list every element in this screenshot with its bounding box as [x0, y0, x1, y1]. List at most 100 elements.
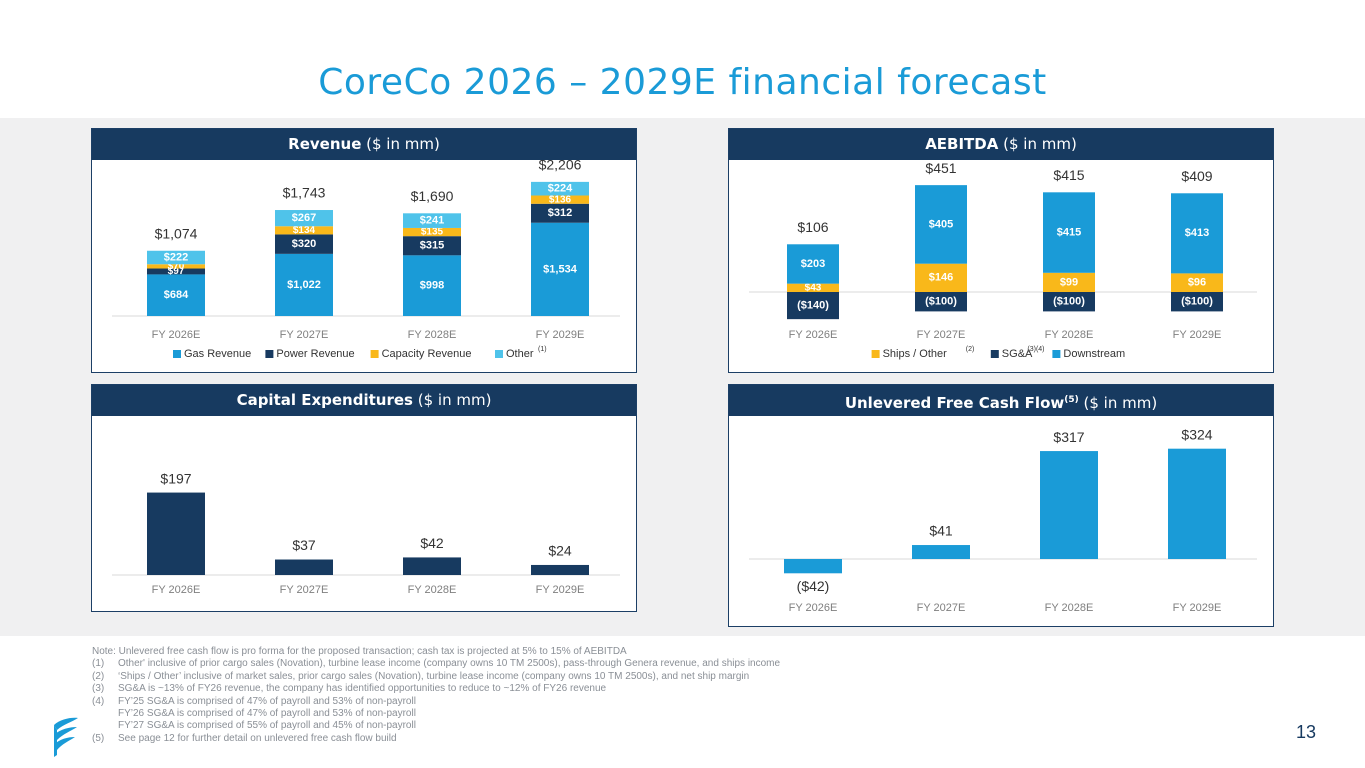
x-tick-label: FY 2027E [280, 584, 329, 596]
bar-value-label: $998 [420, 280, 444, 292]
bar-value-label: $317 [1053, 429, 1084, 445]
bar-downstream-segment [915, 185, 967, 264]
bar-value-label: $222 [164, 251, 188, 263]
footnote-text: SG&A is ~13% of FY26 revenue, the compan… [118, 683, 607, 695]
bar [912, 545, 970, 559]
bar-value-label: $43 [805, 282, 822, 293]
legend-swatch [370, 350, 379, 358]
bar-gas-revenue-segment [275, 253, 333, 316]
bar-sg-a-segment [787, 292, 839, 320]
bar-value-label: ($100) [925, 296, 957, 308]
bar-sg-a-segment [1043, 292, 1095, 312]
footnote-text: FY’26 SG&A is comprised of 47% of payrol… [118, 708, 416, 720]
legend-footnote: (1) [538, 346, 547, 353]
capex-title: Capital Expenditures [236, 391, 413, 409]
bar-total-label: $1,690 [411, 188, 454, 204]
bar-total-label: $1,074 [155, 225, 198, 241]
legend-footnote: (3)(4) [1027, 346, 1044, 353]
legend-footnote: (2) [966, 346, 975, 353]
bar-value-label: $24 [548, 543, 572, 559]
footnote-number: (3) [92, 683, 105, 695]
revenue-panel: Revenue ($ in mm) $684 $97 $70 $222 $1,074 FY… [91, 128, 637, 373]
aebitda-panel-header: AEBITDA ($ in mm) [729, 129, 1273, 160]
bar [784, 559, 842, 574]
footnote-item: (5) See page 12 for further detail on unl… [92, 733, 1092, 745]
bar-ships-other-segment [915, 263, 967, 292]
bar-sg-a-segment [915, 292, 967, 312]
legend-swatch [173, 350, 181, 358]
bar-total-label: $2,206 [539, 160, 582, 173]
bar-downstream-segment [1171, 193, 1223, 274]
legend-swatch [871, 350, 880, 358]
bar [1168, 448, 1226, 559]
bar-downstream-segment [1043, 192, 1095, 273]
legend-label: Power Revenue [276, 348, 354, 360]
footnote-item: FY’26 SG&A is comprised of 47% of payrol… [92, 708, 1092, 720]
x-tick-label: FY 2027E [917, 602, 966, 614]
x-tick-label: FY 2027E [280, 329, 329, 341]
bar-gas-revenue-segment [147, 274, 205, 316]
bar-other-segment [531, 181, 589, 196]
revenue-title: Revenue [288, 135, 362, 153]
bar-value-label: $241 [420, 215, 444, 227]
footnote-intro: Note: Unlevered free cash flow is pro fo… [92, 646, 627, 657]
bar [147, 492, 205, 575]
bar-capacity-revenue-segment [275, 226, 333, 235]
bar-value-label: $315 [420, 240, 444, 252]
aebitda-title: AEBITDA [925, 135, 999, 153]
footnotes: Note: Unlevered free cash flow is pro fo… [92, 646, 1092, 745]
bar-capacity-revenue-segment [531, 195, 589, 204]
bar [403, 557, 461, 575]
bar-value-label: $415 [1057, 226, 1081, 238]
x-tick-label: FY 2026E [789, 329, 838, 341]
x-tick-label: FY 2026E [152, 329, 201, 341]
capex-chart: $197 FY 2026E $37 FY 2027E $42 FY 2028E $24 FY … [112, 470, 620, 596]
legend-swatch [990, 350, 999, 358]
bar-capacity-revenue-segment [147, 264, 205, 269]
ufcf-title-footnote: (5) [1064, 395, 1079, 405]
footnote-text: FY’27 SG&A is comprised of 55% of payrol… [118, 720, 416, 732]
bar-value-label: $134 [293, 225, 316, 236]
bar-power-revenue-segment [403, 236, 461, 256]
page-title: CoreCo 2026 – 2029E financial forecast [318, 62, 1047, 103]
legend-label: SG&A [1002, 348, 1033, 360]
bar-value-label: ($140) [797, 299, 829, 311]
revenue-chart: $684 $97$70$222 $1,074 FY 2026E $1,022 $320 $1… [112, 160, 620, 360]
footnote-text: FY’25 SG&A is comprised of 47% of payrol… [118, 695, 416, 707]
bar-value-label: $99 [1060, 276, 1078, 288]
ufcf-panel-header: Unlevered Free Cash Flow(5) ($ in mm) [729, 385, 1273, 416]
bar-value-label: $70 [168, 261, 185, 272]
bar-value-label: $41 [929, 523, 953, 539]
bar-value-label: $413 [1185, 227, 1209, 239]
bar-power-revenue-segment [531, 203, 589, 223]
capex-title-unit: ($ in mm) [412, 391, 492, 409]
bar-other-segment [403, 213, 461, 228]
bar-value-label: $136 [549, 194, 572, 205]
x-tick-label: FY 2026E [789, 602, 838, 614]
footnote-item: FY’27 SG&A is comprised of 55% of payrol… [92, 720, 1092, 732]
footnote-item: (2) ‘Ships / Other’ inclusive of market s… [92, 671, 1092, 683]
x-tick-label: FY 2029E [536, 584, 585, 596]
bar-value-label: $97 [168, 266, 185, 277]
legend-label: Other [506, 348, 534, 360]
footnote-number: (4) [92, 695, 105, 707]
bar-power-revenue-segment [275, 234, 333, 254]
footnote-number [92, 708, 118, 720]
footnote-text: ‘Ships / Other’ inclusive of market sale… [118, 670, 750, 682]
bar-value-label: $135 [421, 227, 444, 238]
x-tick-label: FY 2029E [1173, 329, 1222, 341]
bar-value-label: $203 [801, 258, 825, 270]
x-tick-label: FY 2028E [1045, 329, 1094, 341]
page-number: 13 [1296, 722, 1317, 742]
bar-total-label: $451 [925, 160, 956, 176]
legend-swatch [1052, 350, 1061, 358]
bar-value-label: $312 [548, 207, 572, 219]
bar-value-label: $37 [292, 537, 316, 553]
footnote-number: (5) [92, 732, 105, 744]
aebitda-panel: AEBITDA ($ in mm) $43 ($140) $203 $106 FY 20… [728, 128, 1274, 373]
bar-value-label: ($100) [1053, 296, 1085, 308]
bar [1040, 451, 1098, 559]
revenue-panel-header: Revenue ($ in mm) [92, 129, 636, 160]
aebitda-chart: $43 ($140) $203 $106 FY 2026E $146 ($100) $405 $… [749, 160, 1257, 360]
capex-panel: Capital Expenditures ($ in mm) $197 FY 20… [91, 384, 637, 612]
